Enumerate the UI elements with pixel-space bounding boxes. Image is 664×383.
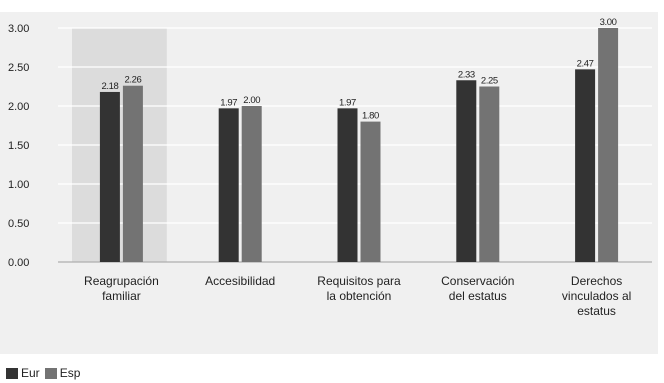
x-tick-label: Conservación	[441, 274, 514, 288]
x-tick-label: estatus	[577, 304, 616, 318]
bar-esp	[241, 106, 262, 262]
bar-esp	[122, 85, 143, 262]
x-tick-label: Requisitos para	[317, 274, 401, 288]
legend-swatch-eur	[6, 367, 18, 379]
data-label: 2.00	[243, 95, 260, 106]
data-label: 2.33	[458, 69, 475, 80]
bar-esp	[598, 28, 619, 262]
x-tick-label: del estatus	[449, 289, 507, 303]
bar-eur	[575, 69, 596, 262]
x-tick-label: Derechos	[571, 274, 622, 288]
x-tick-label: la obtención	[327, 289, 392, 303]
bar-eur	[99, 91, 120, 263]
x-tick-label: familiar	[102, 289, 141, 303]
data-label: 3.00	[600, 17, 617, 28]
data-label: 2.25	[481, 76, 498, 87]
legend: Eur Esp	[6, 366, 82, 380]
y-tick-label: 1.00	[8, 179, 29, 191]
y-tick-label: 0.00	[8, 257, 29, 269]
bar-eur	[456, 80, 477, 262]
bar-esp	[479, 86, 500, 262]
y-tick-label: 0.50	[8, 218, 29, 230]
legend-label-esp: Esp	[59, 366, 81, 380]
legend-swatch-esp	[44, 367, 57, 379]
bar-chart: 0.00 0.50 1.00 1.50 2.00 2.50 3.00 2.18 2.26 Reag…	[0, 12, 658, 354]
bar-eur	[337, 108, 358, 262]
y-tick-label: 2.50	[8, 62, 29, 74]
legend-label-eur: Eur	[21, 366, 40, 380]
data-label: 1.97	[220, 97, 237, 108]
x-tick-label: Accesibilidad	[205, 274, 275, 288]
data-label: 2.47	[577, 58, 594, 69]
y-tick-label: 3.00	[8, 23, 29, 35]
data-label: 2.18	[101, 81, 118, 92]
data-label: 1.97	[339, 97, 356, 108]
y-tick-label: 2.00	[8, 101, 29, 113]
bar-esp	[360, 121, 381, 262]
x-tick-label: vinculados al	[562, 289, 631, 303]
x-tick-label: Reagrupación	[84, 274, 159, 288]
data-label: 2.26	[124, 75, 141, 86]
data-label: 1.80	[362, 111, 379, 122]
bar-eur	[218, 108, 239, 262]
y-tick-label: 1.50	[8, 140, 29, 152]
